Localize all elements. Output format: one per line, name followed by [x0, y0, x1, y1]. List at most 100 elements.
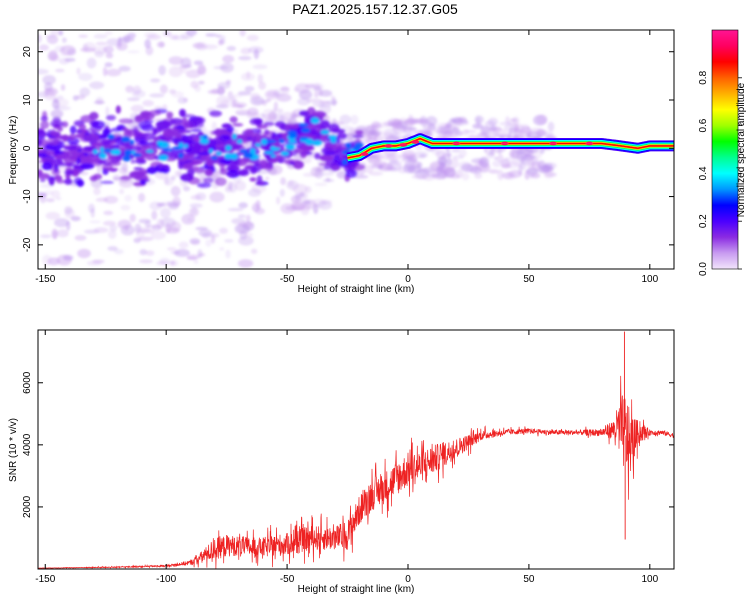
spectrogram-hotspot	[399, 143, 408, 147]
spectrogram-blob	[100, 180, 115, 184]
colorbar-gradient	[712, 30, 738, 269]
spectrogram-blob	[446, 157, 452, 167]
spectrogram-blob	[238, 202, 248, 209]
spectrogram-blob	[50, 109, 64, 119]
colorbar-tick-label: 0.4	[698, 166, 709, 180]
spectrogram-blob	[113, 248, 124, 255]
spectrogram-blob	[124, 194, 132, 202]
spectrogram-blob	[186, 256, 198, 260]
spectrogram-blob	[371, 121, 381, 130]
spectrogram-blob	[244, 128, 251, 137]
spectrogram-blob	[391, 118, 402, 130]
spectrogram-blob	[54, 155, 64, 160]
spectrogram-blob	[452, 117, 468, 126]
spectrogram-blob	[279, 188, 285, 197]
spectrogram-blob	[444, 166, 456, 178]
spectrogram-blob	[143, 32, 157, 38]
spectrogram-blob	[139, 259, 153, 264]
spectrogram-blob	[108, 229, 117, 240]
spectrogram-blob	[138, 140, 150, 146]
spectrogram-blob	[373, 160, 387, 168]
colorbar-label: Normalized spectral amplitude	[736, 82, 747, 217]
spectrogram-blob	[196, 182, 212, 188]
spectrogram-blob	[58, 30, 64, 36]
y-tick-label: 10	[22, 94, 33, 106]
spectrogram-blob	[226, 165, 240, 172]
spectrogram-blob	[474, 172, 483, 179]
spectrogram-blob	[131, 89, 146, 98]
spectrogram-blob	[89, 220, 101, 224]
spectrogram-blob	[413, 151, 429, 159]
spectrogram-blob	[497, 153, 504, 163]
spectrogram-blob	[317, 200, 333, 210]
spectrogram-blob	[55, 106, 71, 111]
spectrogram-blob	[162, 31, 172, 37]
spectrogram-blob	[47, 52, 59, 62]
spectrogram-blob	[133, 237, 141, 244]
spectrogram-blob	[195, 144, 202, 152]
spectrogram-blob	[225, 79, 231, 85]
spectrogram-blob	[52, 117, 61, 123]
spectrogram-blob	[45, 211, 61, 220]
spectrogram-blob	[406, 127, 417, 131]
spectrogram-blob	[89, 81, 105, 90]
spectrogram-blob	[209, 233, 220, 238]
spectrogram-blob	[280, 151, 290, 156]
spectrogram-blob	[57, 126, 63, 132]
spectrogram-blob	[255, 160, 270, 170]
spectrogram-blob	[425, 129, 430, 135]
spectrogram-blob	[177, 97, 188, 104]
spectrogram-blob	[314, 182, 328, 187]
spectrogram-blob	[350, 114, 359, 125]
spectrogram-blob	[244, 85, 255, 92]
spectrogram-blob	[346, 163, 357, 170]
spectrogram-blob	[254, 143, 261, 147]
spectrogram-blob	[69, 133, 76, 141]
spectrogram-blob	[309, 82, 324, 92]
spectrogram-blob	[48, 176, 55, 186]
spectrogram-blob	[97, 160, 107, 165]
spectrogram-blob	[216, 95, 229, 107]
spectrogram-blob	[488, 130, 499, 136]
spectrogram-blob	[292, 183, 308, 195]
spectrogram-blob	[92, 149, 98, 155]
spectrogram-blob	[236, 139, 243, 144]
spectrogram-blob	[103, 195, 119, 204]
spectrogram-blob	[373, 153, 384, 161]
spectrogram-blob	[437, 156, 447, 166]
spectrogram-blob	[125, 85, 134, 93]
spectrogram-frame	[37, 29, 675, 270]
spectrogram-blob	[139, 248, 148, 256]
spectrogram-blob	[248, 46, 264, 54]
spectrogram-blob	[88, 203, 95, 213]
spectrogram-blob	[369, 131, 382, 136]
spectrogram-blob	[119, 175, 132, 181]
spectrogram-blob	[339, 114, 351, 125]
spectrogram-blob	[93, 33, 108, 39]
spectrogram-blob	[258, 81, 267, 90]
spectrogram-blob	[314, 169, 324, 179]
spectrogram-blob	[48, 131, 61, 137]
spectrogram-blob	[237, 104, 244, 108]
spectrogram-blob	[355, 129, 364, 135]
spectrogram-y-ticks: -20 -10 0 10 20	[22, 46, 674, 252]
y-tick-label: 6000	[22, 371, 33, 394]
spectrogram-blob	[95, 99, 104, 105]
spectrogram-blob	[72, 95, 79, 101]
spectrogram-blob	[327, 135, 337, 139]
spectrogram-blob	[217, 39, 224, 46]
spectrogram-blob	[138, 168, 148, 176]
spectrogram-blob	[56, 95, 64, 100]
spectrogram-blob	[201, 154, 211, 161]
spectrogram-hotspot	[500, 141, 509, 146]
spectrogram-blob	[470, 167, 482, 174]
x-tick-label: 0	[405, 574, 411, 585]
spectrogram-blob	[98, 135, 108, 139]
spectrogram-blob	[520, 155, 528, 166]
y-tick-label: 4000	[22, 433, 33, 456]
spectrogram-blob	[156, 202, 166, 207]
x-tick-label: 50	[523, 274, 535, 285]
spectrogram-blob	[120, 143, 131, 147]
spectrogram-blob	[294, 83, 311, 94]
spectrogram-blob	[166, 247, 177, 251]
